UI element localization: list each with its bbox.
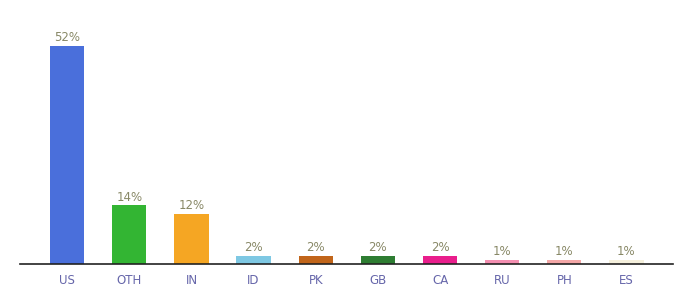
Text: 52%: 52% (54, 32, 80, 44)
Text: 1%: 1% (617, 245, 636, 258)
Text: 1%: 1% (555, 245, 574, 258)
Text: 14%: 14% (116, 191, 142, 204)
Bar (361, 256, 395, 264)
Bar (112, 205, 146, 264)
Bar (547, 260, 581, 264)
Bar (50, 46, 84, 264)
Text: 2%: 2% (307, 241, 325, 254)
Text: 2%: 2% (244, 241, 263, 254)
Bar (609, 260, 643, 264)
Bar (174, 214, 209, 264)
Bar (299, 256, 333, 264)
Text: 12%: 12% (178, 199, 205, 212)
Bar (485, 260, 520, 264)
Bar (237, 256, 271, 264)
Text: 2%: 2% (430, 241, 449, 254)
Text: 2%: 2% (369, 241, 387, 254)
Bar (423, 256, 457, 264)
Text: 1%: 1% (493, 245, 511, 258)
